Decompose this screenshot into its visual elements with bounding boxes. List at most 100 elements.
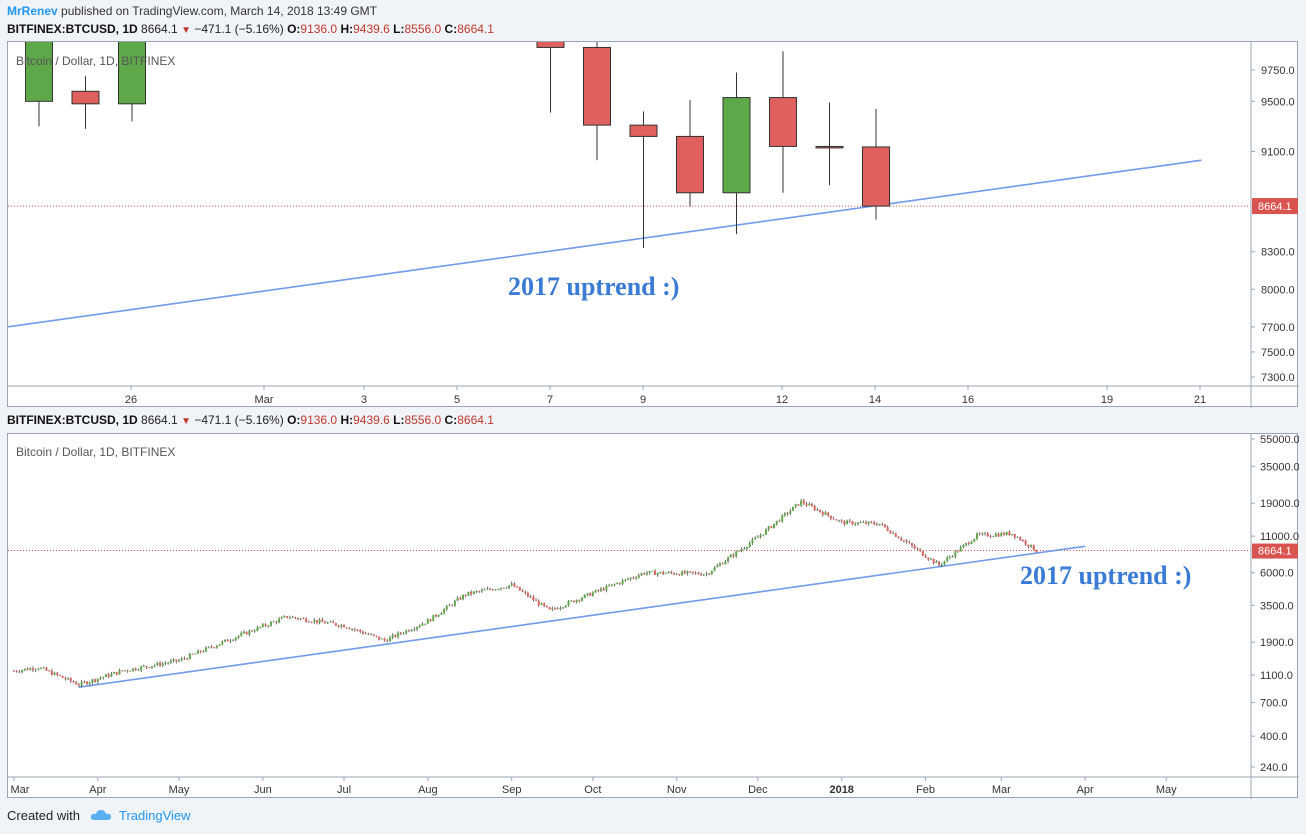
created-with-label: Created with [7,808,80,823]
mini-candle-body [916,548,919,550]
mini-candle-body [808,504,811,506]
x-tick-label: Dec [748,784,768,796]
candle-body [676,135,704,194]
mini-candle-body [267,625,270,627]
tradingview-cloud-icon [90,809,112,824]
mini-candle-body [123,670,126,672]
mini-candle-body [364,633,367,635]
mini-candle-body [440,613,443,615]
y-tick-label: 6000.0 [1260,568,1294,580]
open-value: 9136.0 [300,22,338,36]
mini-candle-body [1013,533,1016,538]
mini-candle-body [15,670,18,672]
chart-panel-daily[interactable]: 2017 uptrend :) 9750.0 9500.0 9100.0 8300.0 8… [7,41,1299,408]
mini-candle-body [767,526,770,530]
mini-candle-body [973,538,976,542]
high-value: 9439.6 [353,413,390,427]
mini-candle-body [764,529,767,535]
tradingview-link[interactable]: TradingView [119,808,191,823]
mini-candle-body [110,673,113,677]
mini-candle-body [943,561,946,565]
mini-candle-body [297,618,300,620]
mini-candle-body [762,534,765,536]
y-tick-label: 7500.0 [1261,347,1295,359]
mini-candle-body [645,572,648,575]
mini-candle-body [789,510,792,514]
high-value: 9439.6 [353,22,390,36]
current-price-label: 8664.1 [1258,546,1292,558]
mini-candle-body [859,522,862,524]
mini-candle-body [651,570,654,572]
mini-candle-body [775,520,778,524]
down-arrow-icon: ▼ [181,25,191,36]
x-tick-label: May [1156,784,1177,796]
mini-candle-body [902,540,905,541]
ohlc-line-top: BITFINEX:BTCUSD, 1D 8664.1 ▼ −471.1 (−5.… [7,22,494,36]
mini-candle-body [545,605,548,608]
mini-candle-body [13,670,15,672]
mini-candle-body [88,682,91,685]
x-tick-label: 19 [1101,394,1113,406]
yearly-chart-svg[interactable]: 2017 uptrend :) 55000.0 35000.0 19000.0 1100… [8,434,1299,799]
mini-candle-body [694,572,697,574]
mini-candle-body [410,630,413,632]
mini-candle-body [786,513,789,515]
mini-candle-body [397,632,400,637]
mini-candle-body [370,634,373,636]
mini-candle-body [113,672,116,674]
mini-candle-body [64,677,67,680]
mini-candle-body [748,543,751,547]
x-tick-label: 7 [547,394,553,406]
open-label: O: [287,413,301,427]
mini-candle-body [18,671,21,673]
mini-candle-body [946,557,949,562]
mini-candle-body [83,681,86,683]
mini-candle-body [740,549,743,551]
author-link[interactable]: MrRenev [7,4,58,18]
mini-candle-body [34,669,37,671]
mini-candle-body [407,630,410,632]
mini-candle-body [315,620,318,623]
mini-candle-body [237,635,240,638]
mini-candle-body [586,593,589,595]
mini-candle-body [302,618,305,620]
mini-candle-body [854,523,857,525]
mini-candle-body [800,500,803,506]
mini-candle-body [205,647,208,652]
mini-candle-body [172,659,175,661]
mini-candle-body [616,583,619,585]
mini-candle-body [594,590,597,593]
mini-candle-body [413,629,416,631]
mini-candle-body [99,677,102,679]
mini-candle-body [805,503,808,506]
mini-candle-body [48,670,51,672]
y-tick-label: 9500.0 [1261,96,1295,108]
low-label: L: [393,22,405,36]
low-value: 8556.0 [404,413,442,427]
x-tick-label: 9 [640,394,646,406]
mini-candle-body [307,621,310,623]
high-label: H: [340,22,354,36]
current-price-label: 8664.1 [1258,201,1292,213]
price-label-bg [1252,198,1298,215]
price-label-bg [1252,543,1298,559]
mini-candle-body [553,608,556,609]
mini-candle-body [56,672,59,675]
mini-candle-body [892,533,895,534]
mini-candle-body [61,675,64,678]
mini-candle-body [475,591,478,593]
mini-candle-body [940,564,943,566]
chart-panel-yearly[interactable]: 2017 uptrend :) 55000.0 35000.0 19000.0 1100… [7,433,1299,799]
mini-candle-body [221,641,224,645]
mini-candle-body [118,670,121,675]
mini-candle-body [299,618,302,620]
daily-chart-svg[interactable]: 2017 uptrend :) 9750.0 9500.0 9100.0 8300.0 8… [8,42,1299,408]
mini-candle-body [418,625,421,627]
mini-candle-body [399,632,402,634]
mini-candle-body [196,650,199,654]
mini-candle-body [618,583,621,584]
x-tick-label: Feb [916,784,935,796]
mini-candle-body [783,513,786,516]
mini-candle-body [654,570,657,575]
mini-candle-body [578,599,581,601]
